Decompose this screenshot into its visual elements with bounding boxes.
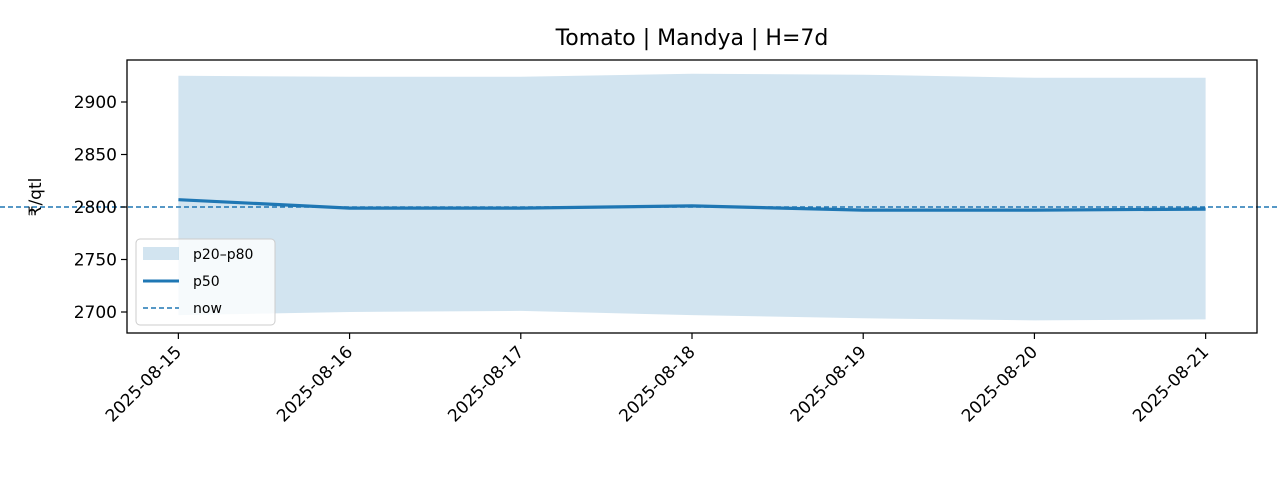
legend-swatch-band: [143, 247, 179, 260]
y-axis-label: ₹/qtl: [26, 178, 46, 217]
x-tick-label: 2025-08-20: [958, 342, 1042, 426]
x-tick-label: 2025-08-17: [444, 342, 528, 426]
x-tick-label: 2025-08-19: [787, 342, 871, 426]
x-tick-label: 2025-08-18: [616, 342, 700, 426]
y-tick-label: 2800: [74, 198, 117, 218]
series-line-p50: [178, 198, 1206, 212]
band-p20-p80: [178, 73, 1206, 321]
legend-label-now: now: [193, 301, 222, 317]
y-tick-label: 2700: [74, 303, 117, 323]
y-tick-label: 2900: [74, 93, 117, 113]
y-tick-label: 2750: [74, 251, 117, 271]
legend-label-band: p20–p80: [193, 247, 253, 263]
legend-box: [135, 238, 276, 326]
x-ticks: 2025-08-15 2025-08-16 2025-08-17 2025-08-18…: [102, 333, 1213, 426]
line-layer: [178, 198, 1206, 212]
x-tick-label: 2025-08-21: [1129, 342, 1213, 426]
x-tick-label: 2025-08-15: [102, 342, 186, 426]
legend: p20–p80 p50 now: [135, 238, 276, 326]
legend-label-p50: p50: [193, 274, 220, 290]
band-layer: [178, 73, 1206, 321]
y-ticks: 2700 2750 2800 2850 2900: [74, 93, 127, 323]
x-tick-label: 2025-08-16: [273, 342, 357, 426]
chart-title: Tomato | Mandya | H=7d: [555, 26, 829, 51]
y-tick-label: 2850: [74, 146, 117, 166]
